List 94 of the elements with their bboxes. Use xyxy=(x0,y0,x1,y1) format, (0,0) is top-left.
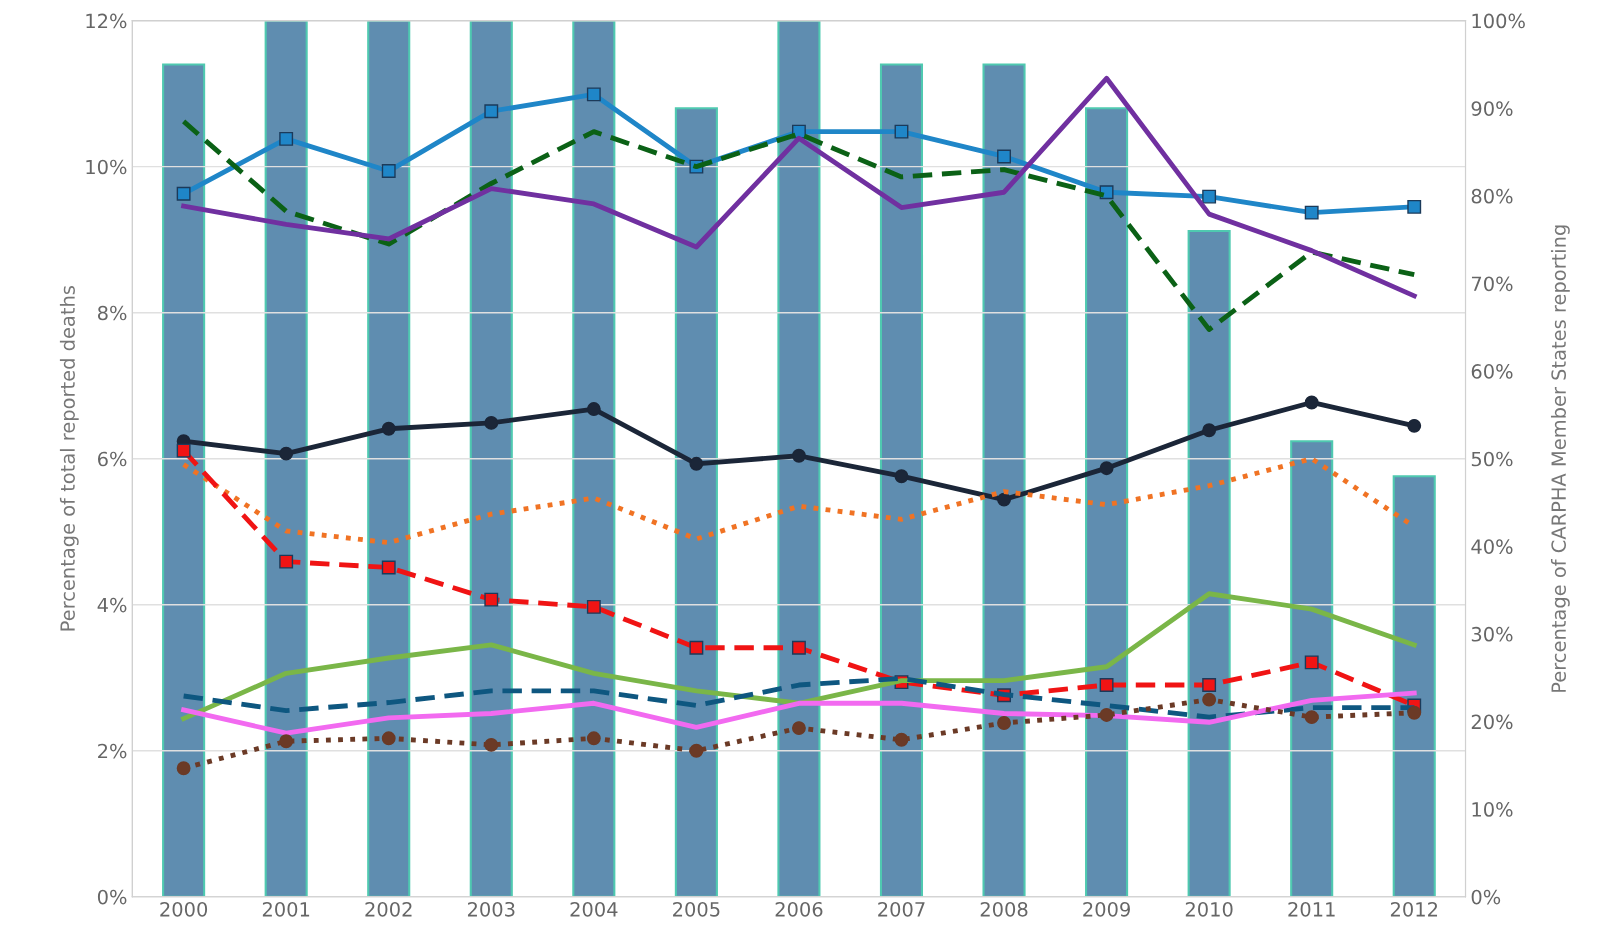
point xyxy=(279,554,294,569)
y-tick-label: 12% xyxy=(86,13,127,29)
point xyxy=(1304,395,1319,410)
point xyxy=(586,599,601,614)
y-tick-label: 6% xyxy=(98,451,127,467)
point xyxy=(484,592,499,607)
x-tick-label: 2005 xyxy=(673,901,720,917)
y-tick-label: 8% xyxy=(97,305,127,321)
y2-tick-label: 50% xyxy=(1471,451,1513,467)
x-tick-label: 2011 xyxy=(1288,901,1335,917)
bar xyxy=(879,63,924,897)
y-axis-title: Percentage of total reported deaths xyxy=(59,286,79,631)
point xyxy=(381,421,396,436)
y-tick-label: 10% xyxy=(86,159,127,175)
x-tick-label: 2008 xyxy=(980,901,1028,917)
point xyxy=(791,721,806,736)
point xyxy=(894,732,909,747)
point xyxy=(1202,423,1217,438)
point xyxy=(997,716,1011,730)
point xyxy=(1407,705,1422,720)
y2-tick-label: 10% xyxy=(1472,802,1513,817)
bar xyxy=(367,20,411,897)
bar xyxy=(162,63,206,897)
bar xyxy=(1187,229,1231,897)
y2-tick-label: 30% xyxy=(1471,626,1513,642)
point xyxy=(484,737,499,752)
x-tick-label: 2009 xyxy=(1083,901,1130,917)
x-tick-label: 2003 xyxy=(467,901,515,917)
y-tick-label: 2% xyxy=(98,743,127,759)
bar xyxy=(777,20,821,897)
line-series xyxy=(181,591,1417,722)
y2-tick-label: 90% xyxy=(1471,101,1513,116)
point xyxy=(1099,678,1114,692)
line-series xyxy=(181,75,1417,299)
point xyxy=(1202,692,1217,707)
y2-tick-label: 0% xyxy=(1471,889,1501,905)
point xyxy=(791,448,806,463)
point xyxy=(1304,655,1319,670)
bar xyxy=(674,107,718,897)
bar xyxy=(264,20,308,897)
point xyxy=(586,731,601,746)
y2-tick-label: 40% xyxy=(1471,539,1513,554)
y2-tick-label: 20% xyxy=(1471,714,1513,730)
point xyxy=(997,492,1011,507)
y2-tick-label: 60% xyxy=(1471,364,1513,379)
x-tick-label: 2012 xyxy=(1390,901,1438,917)
point xyxy=(176,761,191,776)
bar xyxy=(572,20,616,897)
point xyxy=(894,469,909,484)
point xyxy=(484,104,499,119)
point xyxy=(1407,199,1422,214)
point xyxy=(1202,189,1217,204)
point xyxy=(279,734,294,749)
point xyxy=(997,149,1011,164)
point xyxy=(1304,710,1319,725)
bar xyxy=(1392,475,1436,897)
point xyxy=(1202,678,1217,692)
line-series xyxy=(181,118,1417,332)
point xyxy=(689,456,704,471)
point xyxy=(689,640,704,655)
bar xyxy=(469,20,513,897)
point xyxy=(279,446,294,461)
point xyxy=(279,131,294,146)
bar xyxy=(1290,440,1334,897)
point xyxy=(1304,205,1319,220)
point xyxy=(176,186,191,201)
x-tick-label: 2007 xyxy=(878,901,925,917)
point xyxy=(1099,461,1114,476)
x-tick-label: 2010 xyxy=(1185,901,1233,917)
point xyxy=(586,87,601,102)
point xyxy=(1407,418,1422,433)
y2-tick-label: 70% xyxy=(1471,276,1513,292)
point xyxy=(484,415,499,430)
point xyxy=(791,640,806,655)
x-tick-label: 2001 xyxy=(262,901,310,917)
x-tick-label: 2000 xyxy=(160,901,208,917)
point xyxy=(381,731,396,746)
y2-tick-label: 80% xyxy=(1471,188,1513,204)
bar xyxy=(1085,107,1129,897)
x-tick-label: 2006 xyxy=(775,901,823,917)
point xyxy=(176,443,191,458)
point xyxy=(586,402,601,417)
y2-tick-label: 100% xyxy=(1472,13,1525,29)
x-tick-label: 2004 xyxy=(570,901,618,917)
point xyxy=(894,124,909,139)
y-tick-label: 4% xyxy=(97,597,127,613)
x-tick-label: 2002 xyxy=(365,901,412,917)
point xyxy=(381,164,396,178)
point xyxy=(381,560,396,575)
point xyxy=(689,743,704,758)
y2-axis-title: Percentage of CARPHA Member States reporting xyxy=(1550,225,1570,692)
y-tick-label: 0% xyxy=(97,889,127,905)
point xyxy=(1099,708,1114,722)
bar xyxy=(982,63,1026,897)
